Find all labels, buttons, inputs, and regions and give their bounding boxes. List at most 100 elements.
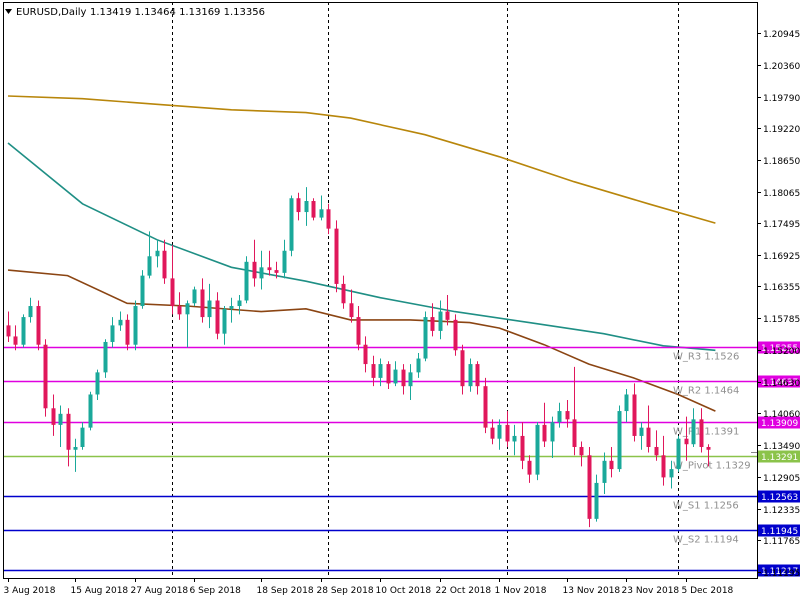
- price-tick-label: 1.12905: [763, 474, 800, 484]
- candle-body: [550, 422, 555, 442]
- candle-body: [334, 228, 339, 284]
- date-tick-label: 5 Dec 2018: [682, 586, 734, 596]
- candle-body: [103, 341, 108, 373]
- candle-body: [609, 460, 614, 470]
- candle-body: [304, 201, 309, 213]
- candle-body: [147, 256, 152, 276]
- price-tag-bg: [758, 416, 800, 429]
- candle-body: [311, 201, 316, 218]
- moving-averages: [7, 95, 716, 412]
- collapse-triangle-icon[interactable]: [5, 9, 12, 14]
- candle-body: [430, 317, 435, 331]
- candle-body: [51, 408, 56, 425]
- candle-body: [229, 306, 234, 309]
- price-tick-label: 1.11765: [763, 537, 800, 547]
- candle-body: [386, 364, 391, 384]
- pivot-levels: W_R3 1.1526 W_R2 1.1464 W_R1 1.1391 W_Pivot…: [3, 346, 757, 572]
- date-tick-label: 1 Nov 2018: [495, 586, 547, 596]
- candle-body: [66, 413, 71, 450]
- candle-body: [170, 278, 175, 307]
- date-tick-label: 23 Nov 2018: [622, 586, 680, 596]
- price-axis: 1.15255 1.14637 1.13909 1.13291 1.12563 1.119…: [3, 2, 800, 579]
- candle-body: [237, 300, 242, 307]
- candle-body: [43, 344, 48, 409]
- candle-body: [475, 364, 480, 387]
- ohlc-values: 1.13419 1.13464 1.13169 1.13356: [90, 7, 265, 18]
- candle-body: [371, 364, 376, 378]
- candle-body: [155, 250, 160, 257]
- candle-body: [416, 358, 421, 373]
- candle-body: [319, 209, 324, 218]
- price-tick-label: 1.18650: [763, 157, 800, 167]
- symbol-label: EURUSD,Daily: [16, 7, 87, 18]
- price-tick-label: 1.14060: [763, 410, 800, 420]
- candle-body: [572, 419, 577, 447]
- candle-body: [684, 438, 689, 445]
- candle-body: [617, 411, 622, 470]
- price-tag-bg: [758, 375, 800, 388]
- candle-body: [28, 306, 33, 318]
- price-tag-bg: [758, 490, 800, 503]
- candle-body: [110, 325, 115, 342]
- price-tick-label: 1.19220: [763, 125, 800, 135]
- price-tag-label: 1.13909: [761, 419, 798, 429]
- price-tick-label: 1.18065: [763, 189, 800, 199]
- candle-body: [699, 419, 704, 447]
- pivot-level-label: W_Pivot 1.1329: [673, 461, 751, 472]
- candle-body: [80, 427, 85, 447]
- candle-body: [118, 319, 123, 326]
- candle-body: [349, 303, 354, 318]
- candle-body: [676, 438, 681, 470]
- price-tag-bg: [758, 564, 800, 577]
- candles: [6, 187, 711, 528]
- moving-average-brown: [7, 269, 716, 412]
- candle-body: [669, 469, 674, 478]
- candle-body: [632, 394, 637, 436]
- pivot-level-label: W_S2 1.1194: [673, 535, 739, 546]
- candle-body: [73, 446, 78, 450]
- candle-body: [207, 300, 212, 318]
- period-separators: [172, 2, 679, 578]
- candle-body: [356, 317, 361, 345]
- pivot-level-label: W_S1 1.1256: [673, 501, 739, 512]
- candle-body: [289, 198, 294, 251]
- price-tag-bg: [758, 341, 800, 354]
- price-tick-label: 1.20360: [763, 62, 800, 72]
- date-tick-label: 18 Sep 2018: [257, 586, 314, 596]
- candle-body: [654, 446, 659, 456]
- candle-body: [296, 198, 301, 213]
- candle-body: [527, 460, 532, 475]
- candle-body: [252, 261, 257, 279]
- candle-body: [661, 455, 666, 478]
- candle-body: [13, 336, 18, 345]
- candle-body: [95, 372, 100, 395]
- candle-body: [408, 372, 413, 387]
- price-tag-label: 1.15255: [761, 344, 798, 354]
- price-tag-label: 1.13291: [761, 453, 798, 463]
- candle-body: [423, 317, 428, 359]
- candle-body: [483, 386, 488, 428]
- candle-body: [259, 267, 264, 279]
- candle-body: [341, 283, 346, 304]
- candle-body: [453, 319, 458, 351]
- candle-body: [646, 427, 651, 447]
- candle-body: [185, 303, 190, 315]
- date-tick-label: 13 Nov 2018: [563, 586, 621, 596]
- date-axis: 3 Aug 2018 15 Aug 2018 27 Aug 2018 6 Sep 20…: [4, 578, 734, 596]
- candle-body: [378, 364, 383, 378]
- price-tag-bg: [758, 450, 800, 463]
- candle-body: [6, 325, 11, 337]
- candle-body: [512, 435, 517, 442]
- price-tick-label: 1.11195: [763, 569, 800, 579]
- price-tag-label: 1.11945: [761, 527, 798, 537]
- candle-body: [691, 419, 696, 445]
- price-tick-label: 1.15785: [763, 315, 800, 325]
- price-tick-label: 1.16925: [763, 252, 800, 262]
- price-tag-label: 1.14637: [761, 378, 798, 388]
- candle-body: [140, 275, 145, 307]
- date-tick-label: 6 Sep 2018: [190, 586, 242, 596]
- candle-body: [565, 411, 570, 420]
- price-tick-label: 1.13490: [763, 442, 800, 452]
- candle-body: [490, 427, 495, 439]
